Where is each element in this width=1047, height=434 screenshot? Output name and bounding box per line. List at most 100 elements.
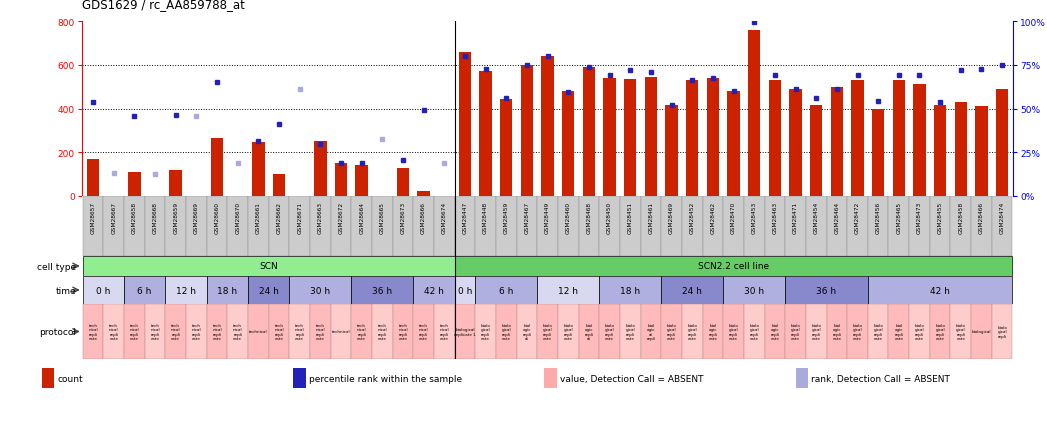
- Bar: [352, 304, 372, 359]
- Bar: [206, 197, 227, 256]
- Bar: [662, 276, 723, 304]
- Text: GSM28467: GSM28467: [525, 201, 530, 233]
- Bar: [558, 197, 579, 256]
- Text: GSM28663: GSM28663: [318, 201, 322, 233]
- Bar: [252, 143, 265, 197]
- Bar: [414, 304, 433, 359]
- Bar: [537, 304, 558, 359]
- Bar: [868, 276, 1012, 304]
- Text: biol
ogic
repli
cate: biol ogic repli cate: [894, 323, 904, 340]
- Bar: [541, 57, 554, 197]
- Bar: [83, 197, 104, 256]
- Bar: [352, 276, 414, 304]
- Bar: [662, 197, 682, 256]
- Text: tech
nical
repli
cate: tech nical repli cate: [88, 323, 97, 340]
- Text: biolo
gical
repli
cate: biolo gical repli cate: [935, 323, 945, 340]
- Text: tech
nical
repli
cate: tech nical repli cate: [274, 323, 284, 340]
- Bar: [806, 197, 826, 256]
- Text: 12 h: 12 h: [176, 286, 196, 295]
- Bar: [641, 197, 662, 256]
- Bar: [951, 197, 972, 256]
- Text: GSM28454: GSM28454: [814, 201, 819, 233]
- Text: biolo
gical
repli
cate: biolo gical repli cate: [914, 323, 925, 340]
- Text: biolo
gical
repli
cate: biolo gical repli cate: [502, 323, 511, 340]
- Bar: [743, 197, 764, 256]
- Text: biolo
gical
repli
cate: biolo gical repli cate: [873, 323, 883, 340]
- Bar: [454, 304, 475, 359]
- Text: SCN: SCN: [260, 262, 279, 271]
- Bar: [972, 304, 992, 359]
- Bar: [144, 197, 165, 256]
- Bar: [872, 109, 885, 197]
- Text: biological: biological: [972, 330, 992, 334]
- Bar: [124, 197, 144, 256]
- Bar: [289, 304, 310, 359]
- Bar: [728, 92, 740, 197]
- Bar: [645, 78, 658, 197]
- Text: time: time: [55, 286, 76, 295]
- Text: GSM28468: GSM28468: [586, 201, 592, 233]
- Bar: [851, 81, 864, 197]
- Bar: [743, 304, 764, 359]
- Text: 0 h: 0 h: [458, 286, 472, 295]
- Bar: [768, 81, 781, 197]
- Text: GSM28461: GSM28461: [648, 201, 653, 233]
- Bar: [496, 304, 516, 359]
- Text: GSM28447: GSM28447: [463, 201, 467, 233]
- Bar: [418, 191, 430, 197]
- Text: GSM28657: GSM28657: [90, 201, 95, 233]
- Text: biolo
gical
repli
cate: biolo gical repli cate: [625, 323, 636, 340]
- Text: 6 h: 6 h: [137, 286, 152, 295]
- Bar: [975, 107, 987, 197]
- Text: GSM28455: GSM28455: [938, 201, 942, 233]
- Bar: [686, 81, 698, 197]
- Text: tech
nical
repli
cate: tech nical repli cate: [440, 323, 449, 340]
- Text: GSM28470: GSM28470: [731, 201, 736, 233]
- Text: GSM28670: GSM28670: [236, 201, 240, 233]
- Bar: [310, 304, 331, 359]
- Text: GSM28474: GSM28474: [1000, 201, 1005, 233]
- Bar: [620, 197, 641, 256]
- Text: tech
nical
repli
cate: tech nical repli cate: [232, 323, 243, 340]
- Text: biolo
gical
repli
cate: biolo gical repli cate: [956, 323, 965, 340]
- Bar: [723, 197, 743, 256]
- Text: GSM28471: GSM28471: [793, 201, 798, 233]
- Bar: [516, 304, 537, 359]
- Bar: [170, 171, 182, 197]
- Bar: [87, 159, 99, 197]
- Bar: [289, 276, 352, 304]
- Text: GSM28669: GSM28669: [194, 201, 199, 233]
- Text: biol
ogic
repli
al: biol ogic repli al: [522, 323, 532, 340]
- Bar: [785, 197, 806, 256]
- Bar: [868, 304, 889, 359]
- Bar: [206, 276, 248, 304]
- Bar: [331, 304, 352, 359]
- Text: rank, Detection Call = ABSENT: rank, Detection Call = ABSENT: [811, 374, 951, 383]
- Bar: [248, 197, 269, 256]
- Text: biolo
gical
repli
cate: biolo gical repli cate: [811, 323, 821, 340]
- Bar: [480, 72, 492, 197]
- Text: GSM28472: GSM28472: [855, 201, 860, 233]
- Text: GSM28671: GSM28671: [297, 201, 303, 233]
- Bar: [992, 304, 1012, 359]
- Bar: [393, 304, 414, 359]
- Bar: [42, 368, 54, 388]
- Bar: [682, 304, 703, 359]
- Bar: [992, 197, 1012, 256]
- Text: GSM28450: GSM28450: [607, 201, 612, 233]
- Bar: [289, 197, 310, 256]
- Text: GDS1629 / rc_AA859788_at: GDS1629 / rc_AA859788_at: [82, 0, 245, 11]
- Text: GSM28473: GSM28473: [917, 201, 922, 233]
- Bar: [620, 304, 641, 359]
- Bar: [579, 304, 599, 359]
- Text: 42 h: 42 h: [930, 286, 950, 295]
- Text: tech
nical
repli
cate: tech nical repli cate: [419, 323, 428, 340]
- Text: biolo
gical
repli
cate: biolo gical repli cate: [852, 323, 863, 340]
- Bar: [144, 304, 165, 359]
- Bar: [210, 139, 223, 197]
- Text: biolo
gical
repli
cate: biolo gical repli cate: [729, 323, 738, 340]
- Text: biolo
gical
repli: biolo gical repli: [997, 326, 1007, 338]
- Bar: [703, 304, 723, 359]
- Text: biolo
gical
repli
cate: biolo gical repli cate: [542, 323, 553, 340]
- Text: tech
nical
repli
cate: tech nical repli cate: [213, 323, 222, 340]
